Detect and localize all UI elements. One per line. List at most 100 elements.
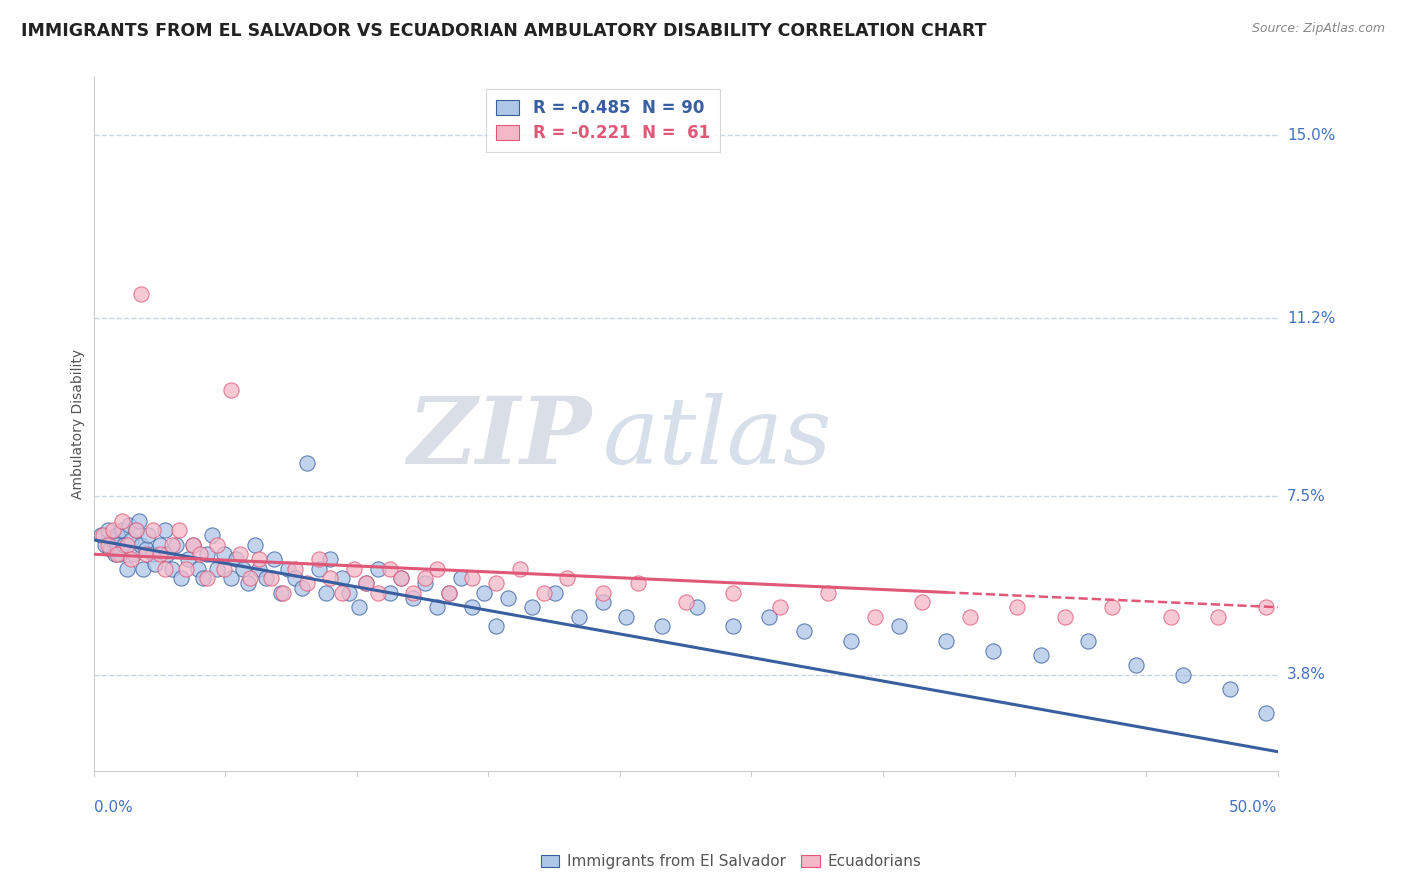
Point [461, 571, 484, 585]
Point [769, 600, 792, 615]
Point [125, 523, 148, 537]
Point [195, 547, 218, 561]
Point [330, 586, 353, 600]
Point [308, 562, 330, 576]
Point [101, 533, 124, 547]
Point [142, 547, 165, 561]
Point [592, 586, 614, 600]
Point [284, 571, 307, 585]
Point [97, 523, 120, 537]
Point [627, 576, 650, 591]
Point [105, 538, 128, 552]
Point [354, 576, 377, 591]
Point [149, 547, 172, 561]
Point [426, 600, 449, 615]
Point [402, 586, 425, 600]
Point [651, 619, 673, 633]
Point [616, 610, 638, 624]
Point [450, 571, 472, 585]
Point [391, 571, 413, 585]
Point [160, 562, 183, 576]
Point [1219, 681, 1241, 696]
Point [136, 528, 159, 542]
Point [983, 643, 1005, 657]
Point [105, 528, 128, 542]
Point [118, 518, 141, 533]
Point [817, 586, 839, 600]
Point [225, 552, 247, 566]
Text: atlas: atlas [603, 393, 832, 483]
Point [544, 586, 567, 600]
Point [721, 619, 744, 633]
Point [135, 542, 157, 557]
Point [758, 610, 780, 624]
Point [413, 571, 436, 585]
Point [156, 547, 179, 561]
Point [1029, 648, 1052, 663]
Point [94, 538, 117, 552]
Point [330, 571, 353, 585]
Point [177, 552, 200, 566]
Point [142, 523, 165, 537]
Point [247, 562, 270, 576]
Point [354, 576, 377, 591]
Legend: Immigrants from El Salvador, Ecuadorians: Immigrants from El Salvador, Ecuadorians [534, 848, 928, 875]
Point [170, 571, 193, 585]
Point [260, 571, 283, 585]
Point [959, 610, 981, 624]
Point [1171, 667, 1194, 681]
Point [121, 552, 143, 566]
Point [295, 576, 318, 591]
Point [108, 547, 131, 561]
Point [1101, 600, 1123, 615]
Point [413, 576, 436, 591]
Point [277, 562, 299, 576]
Point [391, 571, 413, 585]
Point [115, 562, 138, 576]
Point [1254, 600, 1277, 615]
Point [378, 562, 401, 576]
Point [239, 571, 262, 585]
Point [592, 595, 614, 609]
Text: Source: ZipAtlas.com: Source: ZipAtlas.com [1251, 22, 1385, 36]
Point [232, 562, 254, 576]
Point [236, 576, 259, 591]
Point [263, 552, 285, 566]
Point [1053, 610, 1076, 624]
Point [426, 562, 449, 576]
Point [104, 547, 127, 561]
Point [166, 538, 188, 552]
Point [319, 552, 342, 566]
Point [219, 571, 242, 585]
Point [205, 562, 228, 576]
Point [219, 384, 242, 398]
Point [308, 552, 330, 566]
Point [496, 591, 519, 605]
Point [143, 557, 166, 571]
Point [271, 586, 294, 600]
Point [132, 562, 155, 576]
Point [160, 538, 183, 552]
Point [181, 538, 204, 552]
Point [105, 547, 128, 561]
Point [367, 562, 389, 576]
Point [112, 538, 135, 552]
Point [295, 456, 318, 470]
Text: 11.2%: 11.2% [1286, 310, 1336, 326]
Point [91, 528, 114, 542]
Point [1254, 706, 1277, 720]
Point [188, 547, 211, 561]
Point [212, 562, 235, 576]
Text: 50.0%: 50.0% [1229, 800, 1278, 814]
Point [686, 600, 709, 615]
Point [191, 571, 214, 585]
Point [125, 523, 148, 537]
Legend: R = -0.485  N = 90, R = -0.221  N =  61: R = -0.485 N = 90, R = -0.221 N = 61 [486, 89, 720, 152]
Point [167, 523, 190, 537]
Point [90, 528, 112, 542]
Point [195, 571, 218, 585]
Point [115, 538, 138, 552]
Point [97, 538, 120, 552]
Point [378, 586, 401, 600]
Point [181, 538, 204, 552]
